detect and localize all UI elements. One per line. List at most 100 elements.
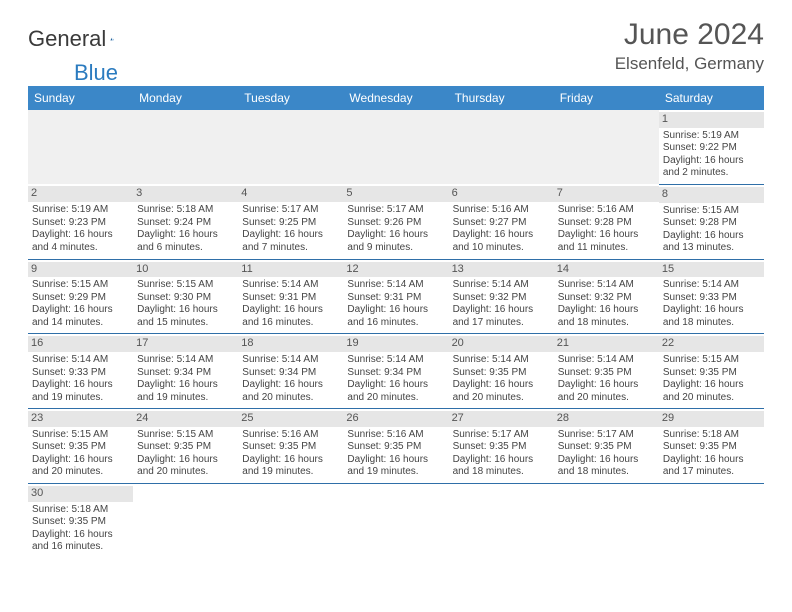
- day-number: 11: [238, 262, 343, 278]
- sunrise-text: Sunrise: 5:15 AM: [137, 429, 234, 442]
- sunrise-text: Sunrise: 5:17 AM: [347, 204, 444, 217]
- sunset-text: Sunset: 9:35 PM: [558, 367, 655, 380]
- calendar-cell: 12Sunrise: 5:14 AMSunset: 9:31 PMDayligh…: [343, 259, 448, 334]
- calendar-cell: [133, 483, 238, 557]
- sunset-text: Sunset: 9:35 PM: [663, 367, 760, 380]
- sail-icon: [110, 29, 114, 49]
- weekday-header: Thursday: [449, 86, 554, 110]
- daylight-text: and 11 minutes.: [558, 242, 655, 255]
- calendar-row: 1Sunrise: 5:19 AMSunset: 9:22 PMDaylight…: [28, 110, 764, 184]
- day-number: 23: [28, 411, 133, 427]
- calendar-cell: 4Sunrise: 5:17 AMSunset: 9:25 PMDaylight…: [238, 184, 343, 259]
- calendar-cell: [343, 483, 448, 557]
- daylight-text: Daylight: 16 hours: [32, 379, 129, 392]
- calendar-cell: 5 Sunrise: 5:17 AMSunset: 9:26 PMDaylight…: [343, 184, 448, 259]
- calendar-row: 16Sunrise: 5:14 AMSunset: 9:33 PMDayligh…: [28, 334, 764, 409]
- day-number: 8: [659, 187, 764, 203]
- day-number: 6: [449, 186, 554, 202]
- daylight-text: Daylight: 16 hours: [663, 379, 760, 392]
- sunset-text: Sunset: 9:28 PM: [663, 217, 760, 230]
- sunset-text: Sunset: 9:35 PM: [453, 441, 550, 454]
- calendar-cell: 29Sunrise: 5:18 AMSunset: 9:35 PMDayligh…: [659, 409, 764, 484]
- day-number: 26: [343, 411, 448, 427]
- sunrise-text: Sunrise: 5:15 AM: [32, 429, 129, 442]
- day-number: 25: [238, 411, 343, 427]
- month-title: June 2024: [615, 18, 764, 52]
- daylight-text: and 18 minutes.: [663, 317, 760, 330]
- daylight-text: and 20 minutes.: [347, 392, 444, 405]
- sunrise-text: Sunrise: 5:18 AM: [137, 204, 234, 217]
- calendar-cell: 25Sunrise: 5:16 AMSunset: 9:35 PMDayligh…: [238, 409, 343, 484]
- calendar-cell: [343, 110, 448, 184]
- sunset-text: Sunset: 9:35 PM: [453, 367, 550, 380]
- sunset-text: Sunset: 9:33 PM: [32, 367, 129, 380]
- day-number: 3: [133, 186, 238, 202]
- daylight-text: and 14 minutes.: [32, 317, 129, 330]
- day-number: 20: [449, 336, 554, 352]
- sunrise-text: Sunrise: 5:15 AM: [137, 279, 234, 292]
- calendar-row: 9Sunrise: 5:15 AMSunset: 9:29 PMDaylight…: [28, 259, 764, 334]
- calendar-cell: 14Sunrise: 5:14 AMSunset: 9:32 PMDayligh…: [554, 259, 659, 334]
- day-number: 15: [659, 262, 764, 278]
- daylight-text: Daylight: 16 hours: [32, 454, 129, 467]
- daylight-text: Daylight: 16 hours: [558, 379, 655, 392]
- calendar-cell: 11Sunrise: 5:14 AMSunset: 9:31 PMDayligh…: [238, 259, 343, 334]
- daylight-text: and 13 minutes.: [663, 242, 760, 255]
- day-number: 14: [554, 262, 659, 278]
- sunrise-text: Sunrise: 5:19 AM: [32, 204, 129, 217]
- daylight-text: Daylight: 16 hours: [137, 229, 234, 242]
- daylight-text: and 16 minutes.: [347, 317, 444, 330]
- daylight-text: and 18 minutes.: [558, 317, 655, 330]
- sunset-text: Sunset: 9:25 PM: [242, 217, 339, 230]
- daylight-text: Daylight: 16 hours: [663, 155, 760, 168]
- calendar-cell: 16Sunrise: 5:14 AMSunset: 9:33 PMDayligh…: [28, 334, 133, 409]
- calendar-cell: [238, 110, 343, 184]
- calendar-cell: 6Sunrise: 5:16 AMSunset: 9:27 PMDaylight…: [449, 184, 554, 259]
- daylight-text: Daylight: 16 hours: [347, 379, 444, 392]
- day-number: 5: [343, 186, 448, 202]
- daylight-text: Daylight: 16 hours: [663, 304, 760, 317]
- daylight-text: and 7 minutes.: [242, 242, 339, 255]
- day-number: 10: [133, 262, 238, 278]
- calendar-cell: 13Sunrise: 5:14 AMSunset: 9:32 PMDayligh…: [449, 259, 554, 334]
- sunrise-text: Sunrise: 5:18 AM: [32, 504, 129, 517]
- weekday-header: Sunday: [28, 86, 133, 110]
- sunrise-text: Sunrise: 5:16 AM: [558, 204, 655, 217]
- calendar-body: 1Sunrise: 5:19 AMSunset: 9:22 PMDaylight…: [28, 110, 764, 558]
- sunrise-text: Sunrise: 5:14 AM: [137, 354, 234, 367]
- calendar-cell: [238, 483, 343, 557]
- sunset-text: Sunset: 9:35 PM: [137, 441, 234, 454]
- daylight-text: Daylight: 16 hours: [663, 230, 760, 243]
- weekday-header: Wednesday: [343, 86, 448, 110]
- calendar-cell: 20Sunrise: 5:14 AMSunset: 9:35 PMDayligh…: [449, 334, 554, 409]
- daylight-text: Daylight: 16 hours: [558, 229, 655, 242]
- sunset-text: Sunset: 9:35 PM: [558, 441, 655, 454]
- daylight-text: and 20 minutes.: [558, 392, 655, 405]
- daylight-text: Daylight: 16 hours: [347, 229, 444, 242]
- daylight-text: Daylight: 16 hours: [453, 229, 550, 242]
- day-number: 22: [659, 336, 764, 352]
- daylight-text: Daylight: 16 hours: [558, 304, 655, 317]
- daylight-text: Daylight: 16 hours: [137, 304, 234, 317]
- daylight-text: Daylight: 16 hours: [347, 304, 444, 317]
- calendar-cell: [133, 110, 238, 184]
- daylight-text: and 10 minutes.: [453, 242, 550, 255]
- sunset-text: Sunset: 9:35 PM: [32, 441, 129, 454]
- daylight-text: Daylight: 16 hours: [453, 454, 550, 467]
- weekday-header: Saturday: [659, 86, 764, 110]
- daylight-text: and 19 minutes.: [137, 392, 234, 405]
- sunset-text: Sunset: 9:34 PM: [137, 367, 234, 380]
- daylight-text: and 18 minutes.: [558, 466, 655, 479]
- sunset-text: Sunset: 9:23 PM: [32, 217, 129, 230]
- sunrise-text: Sunrise: 5:19 AM: [663, 130, 760, 143]
- calendar-cell: [449, 110, 554, 184]
- daylight-text: Daylight: 16 hours: [137, 454, 234, 467]
- sunset-text: Sunset: 9:27 PM: [453, 217, 550, 230]
- weekday-header: Friday: [554, 86, 659, 110]
- logo-text-1: General: [28, 26, 106, 52]
- calendar-row: 30Sunrise: 5:18 AMSunset: 9:35 PMDayligh…: [28, 483, 764, 557]
- sunrise-text: Sunrise: 5:15 AM: [663, 205, 760, 218]
- logo: General: [28, 26, 134, 52]
- sunset-text: Sunset: 9:26 PM: [347, 217, 444, 230]
- calendar-cell: [449, 483, 554, 557]
